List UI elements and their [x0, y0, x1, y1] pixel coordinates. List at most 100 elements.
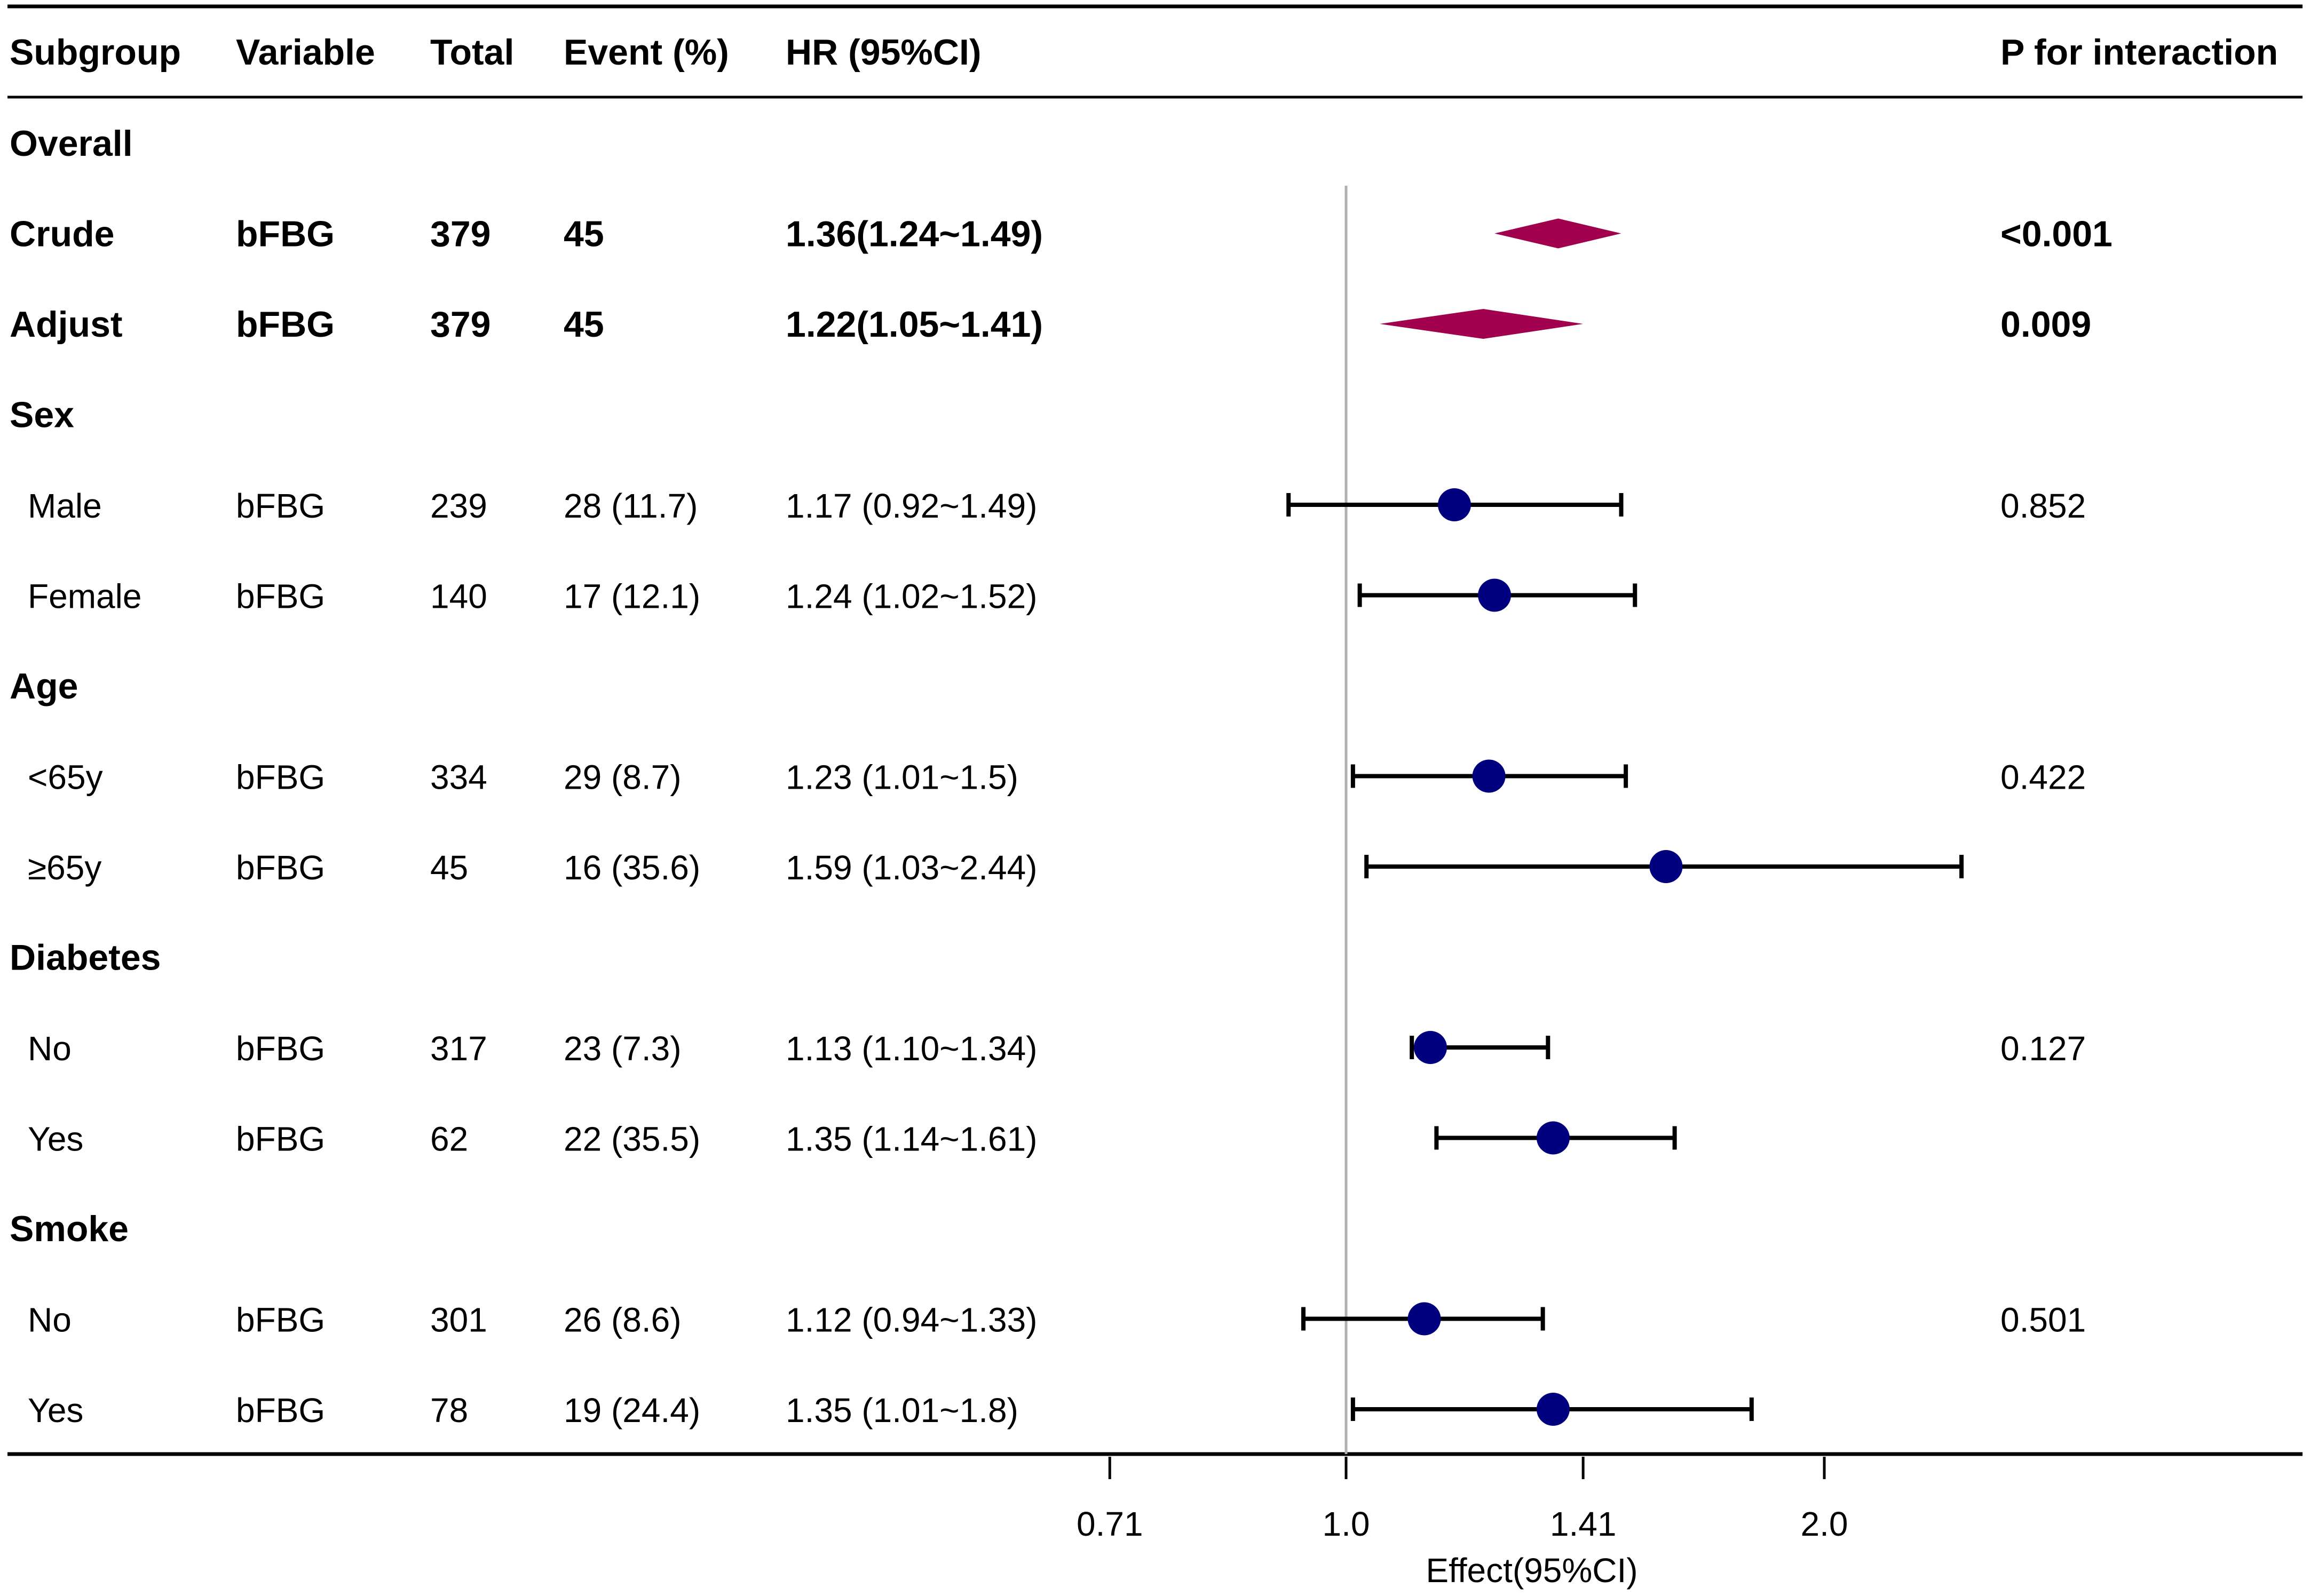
cell-total: 140	[430, 577, 487, 616]
ci-mark	[1434, 1121, 1677, 1155]
cell-hr: 1.22(1.05~1.41)	[786, 304, 1043, 345]
ci-mark	[1301, 1302, 1545, 1336]
cell-hr: 1.17 (0.92~1.49)	[786, 487, 1037, 525]
cell-total: 379	[430, 304, 491, 345]
point-estimate	[1649, 850, 1683, 883]
cell-subgroup: Yes	[28, 1391, 83, 1430]
cell-total: 317	[430, 1029, 487, 1068]
x-axis: 0.71 1.0 1.41 2.0	[1077, 1457, 1848, 1543]
cell-variable: bFBG	[236, 1029, 325, 1068]
cell-subgroup: ≥65y	[28, 848, 101, 887]
cell-event: 45	[564, 214, 604, 255]
cell-event: 17 (12.1)	[564, 577, 700, 616]
table-row: No bFBG 301 26 (8.6) 1.12 (0.94~1.33) 0.501	[28, 1301, 2086, 1339]
cell-subgroup: No	[28, 1301, 72, 1339]
cell-subgroup: Crude	[10, 214, 114, 255]
point-estimate	[1478, 578, 1512, 612]
group-header: Diabetes	[10, 938, 161, 978]
table-row: ≥65y bFBG 45 16 (35.6) 1.59 (1.03~2.44)	[28, 848, 1037, 887]
summary-diamond	[1380, 309, 1584, 339]
cell-p-value: 0.127	[2000, 1029, 2086, 1068]
cell-variable: bFBG	[236, 214, 335, 255]
cell-event: 23 (7.3)	[564, 1029, 682, 1068]
table-row: Yes bFBG 78 19 (24.4) 1.35 (1.01~1.8)	[28, 1391, 1018, 1430]
cell-variable: bFBG	[236, 304, 335, 345]
table-row: No bFBG 317 23 (7.3) 1.13 (1.10~1.34) 0.127	[28, 1029, 2086, 1068]
ci-mark	[1364, 850, 1964, 883]
group-header: Sex	[10, 395, 74, 435]
table-row: Smoke	[10, 1209, 129, 1249]
cell-hr: 1.24 (1.02~1.52)	[786, 577, 1037, 616]
table-row: Sex	[10, 395, 74, 435]
cell-total: 334	[430, 758, 487, 797]
cell-variable: bFBG	[236, 848, 325, 887]
table-row: Male bFBG 239 28 (11.7) 1.17 (0.92~1.49) 0.85…	[28, 487, 2086, 525]
cell-total: 62	[430, 1120, 468, 1158]
point-estimate	[1407, 1302, 1441, 1336]
cell-event: 22 (35.5)	[564, 1120, 700, 1158]
cell-p-value: 0.009	[2000, 304, 2091, 345]
cell-subgroup: Adjust	[10, 304, 123, 345]
group-header: Age	[10, 666, 78, 706]
ci-mark	[1410, 1031, 1550, 1064]
cell-variable: bFBG	[236, 1301, 325, 1339]
col-header-total: Total	[430, 32, 514, 73]
x-tick-label: 1.41	[1550, 1505, 1617, 1543]
x-tick-label: 0.71	[1077, 1505, 1143, 1543]
table-row: Overall	[10, 123, 133, 164]
cell-total: 379	[430, 214, 491, 255]
x-tick-label: 2.0	[1801, 1505, 1848, 1543]
point-estimate	[1536, 1121, 1570, 1155]
cell-hr: 1.36(1.24~1.49)	[786, 214, 1043, 255]
cell-p-value: 0.852	[2000, 487, 2086, 525]
cell-total: 239	[430, 487, 487, 525]
point-estimate	[1437, 488, 1471, 521]
cell-subgroup: Male	[28, 487, 102, 525]
cell-p-value: 0.422	[2000, 758, 2086, 797]
col-header-event: Event (%)	[564, 32, 729, 73]
point-estimate	[1472, 759, 1506, 793]
cell-p-value: 0.501	[2000, 1301, 2086, 1339]
cell-variable: bFBG	[236, 1120, 325, 1158]
cell-variable: bFBG	[236, 758, 325, 797]
table-row: Age	[10, 666, 78, 706]
point-estimate	[1413, 1031, 1447, 1064]
col-header-subgroup: Subgroup	[10, 32, 181, 73]
cell-total: 301	[430, 1301, 487, 1339]
group-header: Smoke	[10, 1209, 129, 1249]
table-row: Adjust bFBG 379 45 1.22(1.05~1.41) 0.009	[10, 304, 2091, 345]
ci-mark	[1286, 488, 1624, 521]
cell-hr: 1.13 (1.10~1.34)	[786, 1029, 1037, 1068]
cell-event: 19 (24.4)	[564, 1391, 700, 1430]
x-axis-label: Effect(95%CI)	[1426, 1551, 1637, 1590]
summary-diamond	[1494, 218, 1621, 249]
cell-hr: 1.23 (1.01~1.5)	[786, 758, 1018, 797]
table-row: Diabetes	[10, 938, 161, 978]
x-tick-label: 1.0	[1323, 1505, 1370, 1543]
ci-mark	[1350, 1393, 1754, 1426]
cell-hr: 1.35 (1.01~1.8)	[786, 1391, 1018, 1430]
cell-event: 26 (8.6)	[564, 1301, 682, 1339]
table-row: Crude bFBG 379 45 1.36(1.24~1.49) <0.001	[10, 214, 2113, 255]
cell-variable: bFBG	[236, 487, 325, 525]
cell-subgroup: <65y	[28, 758, 103, 797]
col-header-p-interaction: P for interaction	[2000, 32, 2278, 73]
cell-subgroup: No	[28, 1029, 72, 1068]
cell-variable: bFBG	[236, 577, 325, 616]
cell-subgroup: Yes	[28, 1120, 83, 1158]
plot-marks	[1286, 218, 1964, 1426]
cell-subgroup: Female	[28, 577, 141, 616]
col-header-hr: HR (95%CI)	[786, 32, 982, 73]
cell-hr: 1.35 (1.14~1.61)	[786, 1120, 1037, 1158]
cell-total: 78	[430, 1391, 468, 1430]
cell-event: 16 (35.6)	[564, 848, 700, 887]
table-rows: Overall Crude bFBG 379 45 1.36(1.24~1.49) <0.0…	[10, 123, 2113, 1430]
ci-mark	[1350, 759, 1628, 793]
cell-hr: 1.59 (1.03~2.44)	[786, 848, 1037, 887]
cell-event: 29 (8.7)	[564, 758, 682, 797]
cell-variable: bFBG	[236, 1391, 325, 1430]
table-row: <65y bFBG 334 29 (8.7) 1.23 (1.01~1.5) 0.422	[28, 758, 2086, 797]
table-row: Female bFBG 140 17 (12.1) 1.24 (1.02~1.52)	[28, 577, 1037, 616]
cell-total: 45	[430, 848, 468, 887]
